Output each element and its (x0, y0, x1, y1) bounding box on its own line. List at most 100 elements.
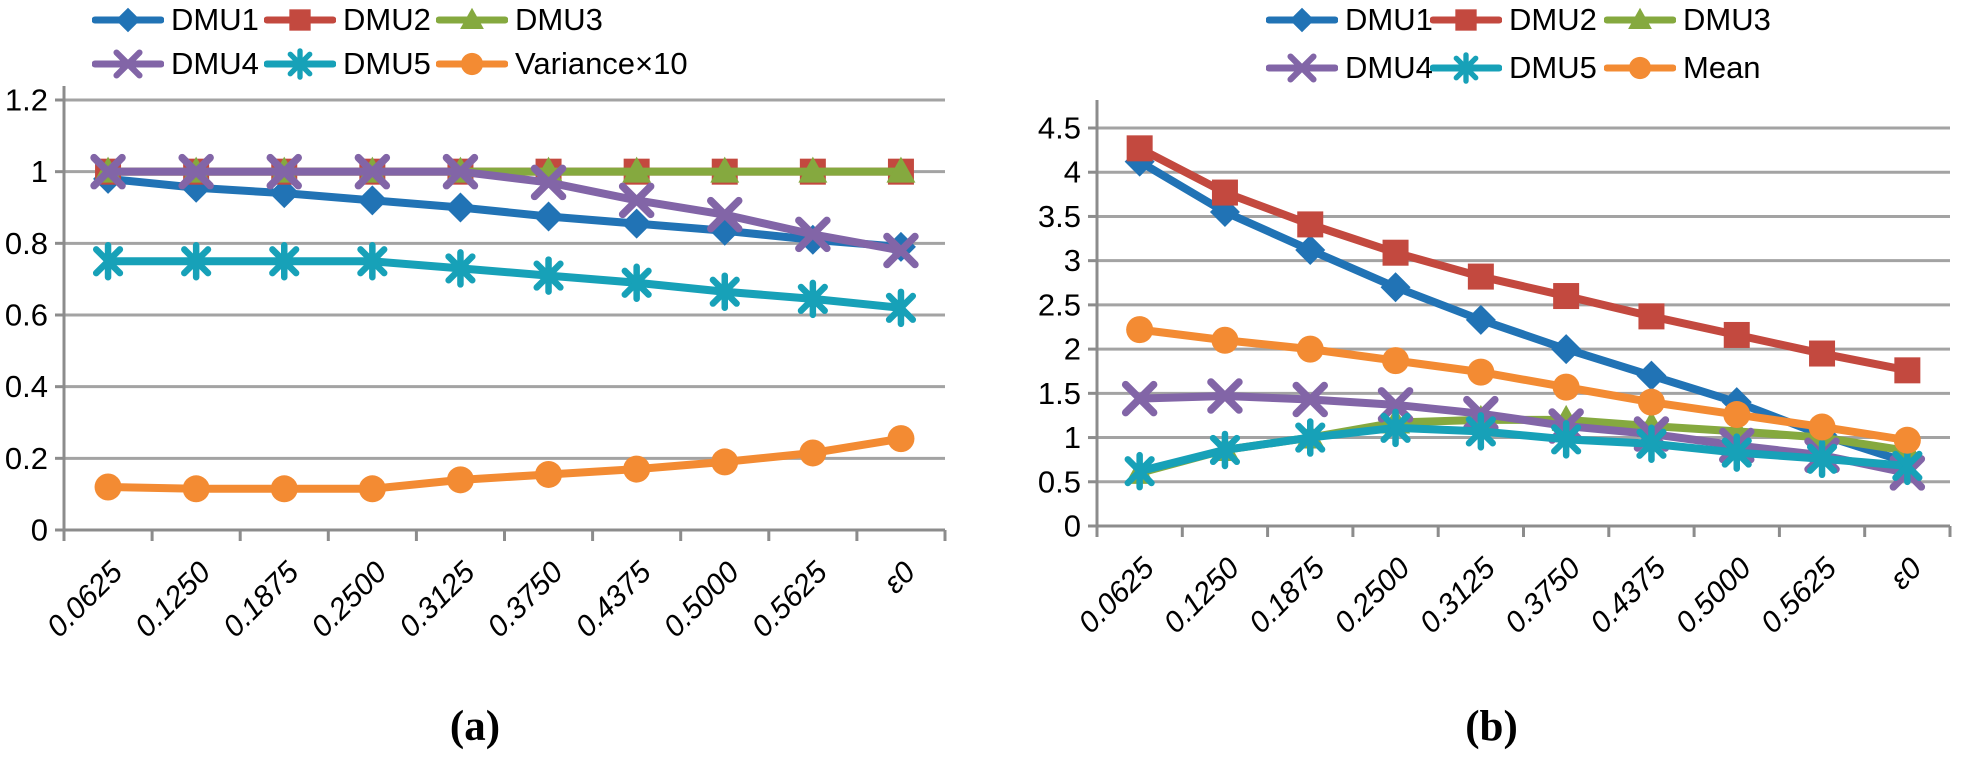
x-axis-tick-label: 0.5625 (1755, 551, 1843, 639)
triangle-legend-swatch (1604, 7, 1676, 30)
diamond-marker (1380, 272, 1411, 303)
square-marker (1467, 263, 1494, 290)
diamond-marker (445, 192, 476, 223)
square-marker (1809, 340, 1836, 367)
circle-marker (94, 473, 122, 501)
y-axis-tick-label: 2 (1064, 332, 1081, 367)
series-line (104, 174, 905, 251)
y-axis-tick-label: 0.4 (5, 369, 48, 404)
asterisk-legend-swatch (264, 48, 336, 80)
legend-label: DMU3 (515, 2, 603, 37)
circle-marker (1126, 316, 1154, 344)
y-axis-tick-label: 4 (1064, 155, 1081, 190)
legend-item-Mean: Mean (1604, 50, 1771, 86)
legend-a: DMU1 DMU2 DMU3 DMU4 DMU5 Variance×10 (92, 2, 688, 82)
circle-marker (1893, 426, 1921, 454)
x-axis-tick-label: 0.0625 (1072, 551, 1160, 639)
circle-marker (1211, 326, 1239, 354)
diamond-marker (621, 208, 652, 239)
asterisk-marker (1124, 451, 1155, 491)
series-line (1135, 325, 1912, 445)
y-axis-tick-label: 3.5 (1038, 199, 1081, 234)
x-marker (178, 153, 214, 190)
circle-marker (460, 52, 484, 76)
asterisk-marker (797, 279, 828, 319)
x-marker (113, 49, 143, 79)
square-marker (1126, 135, 1153, 162)
legend-b: DMU1 DMU2 DMU3 DMU4 DMU5 Mean (1266, 2, 1771, 86)
x-axis-tick-label: 0.1250 (1158, 551, 1246, 639)
square-marker (1894, 357, 1921, 384)
asterisk-marker (92, 242, 124, 281)
legend-item-DMU2: DMU2 (1430, 2, 1604, 38)
x-marker (530, 164, 567, 201)
x-marker (1207, 378, 1243, 414)
x-axis-tick-label: 0.5625 (746, 555, 834, 643)
diamond-marker (1551, 334, 1582, 365)
circle-marker (1467, 358, 1495, 386)
legend-label: Variance×10 (515, 46, 688, 81)
y-axis-tick-label: 1.5 (1038, 376, 1081, 411)
series-line (104, 257, 905, 312)
triangle-marker (798, 156, 828, 183)
x-axis-tick-label: 0.5000 (657, 555, 745, 643)
circle-marker (270, 475, 298, 503)
x-marker (442, 153, 479, 190)
triangle-marker (710, 156, 740, 183)
diamond-marker (357, 185, 388, 216)
y-axis-tick-label: 0.5 (1038, 464, 1081, 499)
circle-marker (1296, 335, 1324, 363)
legend-item-DMU1: DMU1 (1266, 2, 1433, 38)
legend-label: DMU5 (1509, 50, 1597, 85)
legend-item-DMU4: DMU4 (1266, 50, 1433, 86)
x-marker (266, 153, 302, 190)
chart-a-canvas: 1.2 1 0.8 0.6 0.4 0.2 0 0.0625 0.1250 0.1875 0.250… (5, 83, 947, 644)
legend-label: DMU5 (343, 46, 431, 81)
x-marker (90, 153, 126, 190)
circle-marker (358, 475, 386, 503)
square-marker (289, 9, 311, 31)
series-line (104, 434, 905, 493)
asterisk-legend-swatch (1430, 52, 1502, 84)
legend-label: DMU4 (171, 46, 259, 81)
circle-marker (535, 460, 563, 488)
circle-marker (1552, 373, 1580, 401)
asterisk-marker (1721, 433, 1752, 472)
x-marker (1292, 381, 1328, 418)
square-marker (1455, 9, 1477, 31)
legend-item-DMU1: DMU1 (92, 2, 264, 38)
x-axis-tick-label: 0.1250 (129, 555, 217, 643)
diamond-legend-swatch (92, 7, 164, 33)
series-DMU2 (1126, 135, 1921, 384)
asterisk-marker (1806, 439, 1838, 479)
series-DMU5 (92, 242, 917, 328)
y-axis-tick-label: 0.8 (5, 226, 48, 261)
x-axis-tick-label: ε0 (877, 555, 922, 600)
diamond-marker (115, 7, 141, 33)
circle-legend-swatch (436, 52, 508, 76)
x-axis-tick-label: 0.3750 (1499, 551, 1587, 639)
legend-item-DMU5: DMU5 (264, 46, 436, 82)
asterisk-marker (1209, 430, 1241, 470)
x-axis-tick-label: 0.3750 (481, 555, 569, 643)
square-legend-swatch (264, 9, 336, 31)
circle-marker (1808, 413, 1836, 441)
y-axis-tick-label: 0 (1064, 509, 1081, 544)
x-axis-tick-label: 0.4375 (569, 555, 657, 643)
square-legend-swatch (1430, 9, 1502, 31)
legend-label: DMU1 (1345, 2, 1433, 37)
asterisk-marker (269, 242, 300, 281)
circle-marker (1382, 347, 1410, 375)
x-marker (795, 216, 831, 253)
series-line (1135, 391, 1912, 477)
diamond-marker (269, 178, 300, 209)
x-marker (1287, 53, 1317, 83)
legend-label: DMU4 (1345, 50, 1433, 85)
circle-marker (1723, 401, 1751, 429)
diamond-marker (1289, 7, 1315, 33)
asterisk-marker (621, 263, 652, 302)
asterisk-marker (181, 242, 212, 281)
series-Mean (1126, 316, 1921, 454)
asterisk-marker (287, 48, 313, 80)
square-marker (1211, 179, 1238, 206)
